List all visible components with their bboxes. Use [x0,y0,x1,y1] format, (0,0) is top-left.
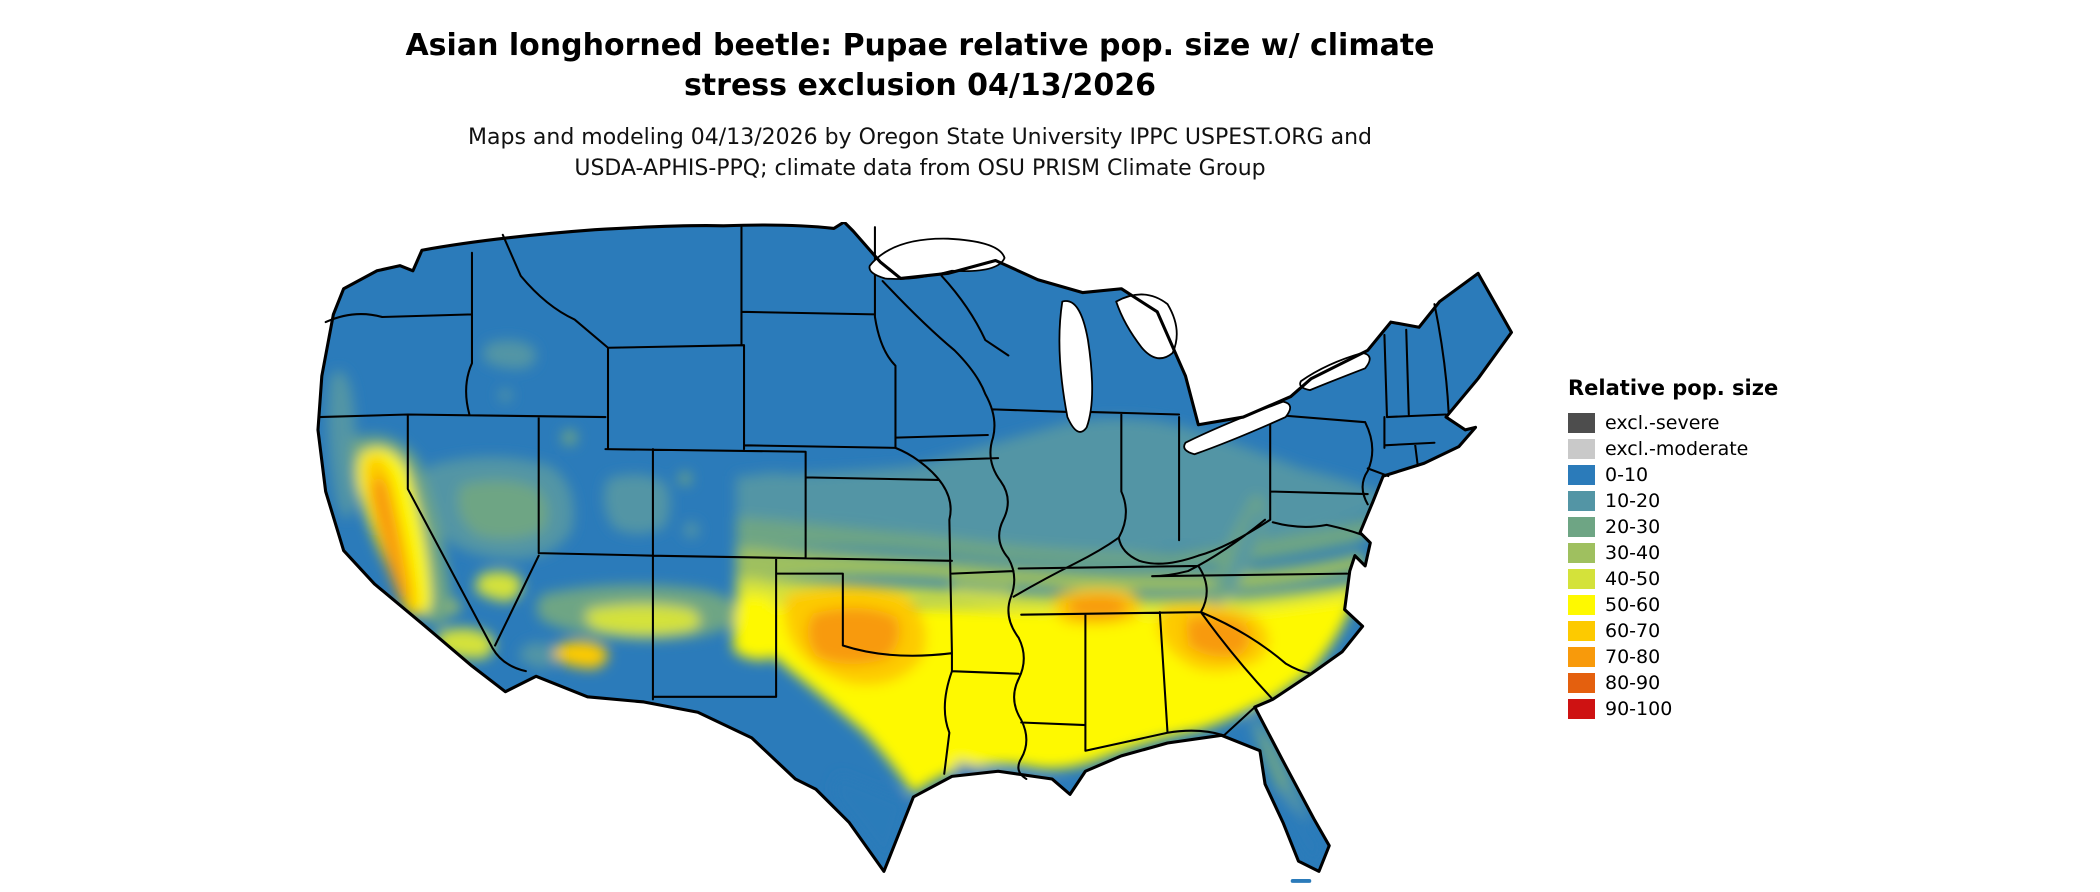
legend-entry: 10-20 [1568,488,1778,514]
speckle [620,504,634,518]
legend-label: 80-90 [1605,672,1661,694]
hotspot-tennessee-70-80 [1067,595,1127,618]
legend-label: excl.-severe [1605,412,1720,434]
map-legend: Relative pop. size excl.-severe excl.-mod… [1568,376,1778,722]
great-lakes [868,237,1371,456]
legend-label: 90-100 [1605,698,1673,720]
band-10-20 [736,418,1386,554]
band-20-30 [736,514,1381,569]
legend-entry: excl.-severe [1568,410,1778,436]
legend-entry: 40-50 [1568,566,1778,592]
us-map-svg [316,222,1514,883]
legend-title: Relative pop. size [1568,376,1779,400]
legend-entry: 80-90 [1568,670,1778,696]
map-subtitle-line2: USDA-APHIS-PPQ; climate data from OSU PR… [574,156,1266,181]
legend-entry: 20-30 [1568,514,1778,540]
fill-bands [327,340,1386,869]
patch-snake-plain-10-20 [482,340,537,369]
legend-swatch [1568,491,1595,511]
patch-coast-range-10-20 [327,370,358,518]
legend-swatch [1568,699,1595,719]
florida-keys [1290,879,1312,883]
legend-swatch [1568,543,1595,563]
legend-swatch [1568,673,1595,693]
legend-label: 40-50 [1605,568,1661,590]
legend-entry: 30-40 [1568,540,1778,566]
legend-swatch [1568,569,1595,589]
raster-fill-layer [317,222,1512,872]
legend-swatch [1568,647,1595,667]
legend-entry: 60-70 [1568,618,1778,644]
speckle [447,600,461,614]
patch-south-nevada-40-50 [474,571,522,602]
legend-swatch [1568,413,1595,433]
reentry-south-texas-0-10 [833,773,909,869]
patch-arizona-40-50 [585,604,701,636]
legend-entry: 70-80 [1568,644,1778,670]
legend-entry: 90-100 [1568,696,1778,722]
legend-rows: excl.-severe excl.-moderate 0-10 10-20 20-30… [1568,410,1778,722]
legend-label: 50-60 [1605,594,1661,616]
legend-swatch [1568,465,1595,485]
speckle [498,388,512,402]
legend-label: 10-20 [1605,490,1661,512]
us-map [300,222,1532,889]
legend-label: 60-70 [1605,620,1661,642]
legend-swatch [1568,439,1595,459]
map-subtitle-line1: Maps and modeling 04/13/2026 by Oregon S… [468,125,1372,150]
hotspot-south-arizona-60-70 [554,640,608,669]
legend-label: 0-10 [1605,464,1649,486]
legend-label: 20-30 [1605,516,1661,538]
legend-entry: 50-60 [1568,592,1778,618]
speckle [678,472,692,486]
patch-florida-20-30 [1257,730,1287,792]
legend-label: 70-80 [1605,646,1661,668]
streak-appalachians-10-20 [1225,506,1261,590]
state-borders [318,226,1450,780]
legend-swatch [1568,517,1595,537]
legend-label: excl.-moderate [1605,438,1749,460]
legend-entry: 0-10 [1568,462,1778,488]
patch-nevada-20-30 [458,480,548,540]
patch-arizona-desert-10-20 [518,642,558,669]
map-title-line2: stress exclusion 04/13/2026 [683,68,1157,103]
legend-swatch [1568,595,1595,615]
us-outline [316,222,1514,873]
legend-entry: excl.-moderate [1568,436,1778,462]
reentry-south-florida-0-10 [1267,791,1325,869]
legend-swatch [1568,621,1595,641]
patch-utah-colorado-10-20 [603,474,670,534]
figure-header: Asian longhorned beetle: Pupae relative … [0,26,1840,184]
map-subtitle: Maps and modeling 04/13/2026 by Oregon S… [0,122,1840,184]
legend-label: 30-40 [1605,542,1661,564]
hotspot-texas-70-80 [807,607,900,665]
patch-east-newmexico-50-60 [733,594,773,660]
hotspot-central-valley-70-80 [371,476,408,601]
speckle [561,429,578,446]
speckle [683,522,700,538]
map-title-line1: Asian longhorned beetle: Pupae relative … [405,28,1435,63]
